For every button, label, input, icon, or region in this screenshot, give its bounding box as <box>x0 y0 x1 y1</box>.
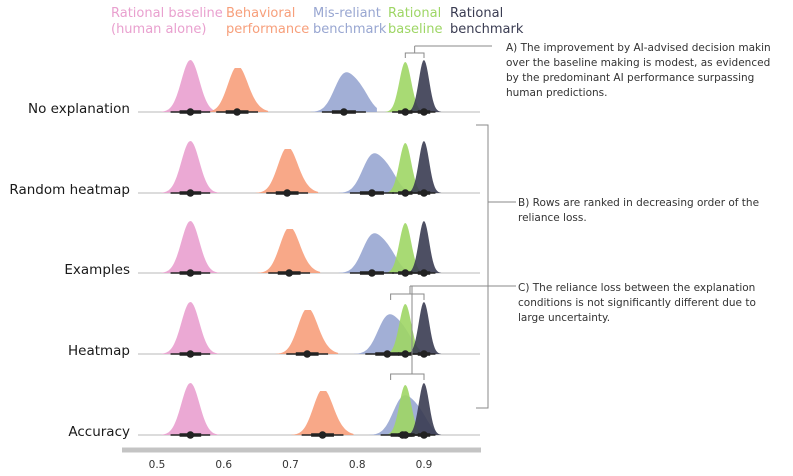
median-rational_human <box>186 189 195 197</box>
legend-misreliant-line1: Mis-reliant <box>313 6 381 21</box>
median-rational_human <box>186 350 195 358</box>
median-rational_human <box>186 108 195 116</box>
legend-rational_baseline-line1: Rational <box>388 6 441 21</box>
density-rational_benchmark <box>406 60 442 112</box>
median-behavioral <box>303 350 311 358</box>
legend-rational_benchmark-line1: Rational <box>450 6 503 21</box>
median-behavioral <box>285 269 293 277</box>
median-misreliant <box>340 108 348 116</box>
median-behavioral <box>318 431 327 439</box>
density-rational_human <box>160 141 221 193</box>
density-rational_benchmark <box>406 302 442 354</box>
density-rational_human <box>160 302 221 354</box>
legend-rational_baseline-line2: baseline <box>388 22 442 37</box>
median-rational_benchmark <box>420 189 428 197</box>
median-rational_baseline <box>401 350 410 358</box>
legend-rational_human-line1: Rational baseline <box>111 6 223 21</box>
median-rational_human <box>186 269 195 277</box>
annotation-b-line2: reliance loss. <box>518 212 587 224</box>
median-behavioral <box>283 189 291 197</box>
density-rational_human <box>160 383 221 435</box>
density-rational_benchmark <box>406 141 442 193</box>
median-rational_baseline <box>401 189 410 197</box>
ridges <box>138 60 480 439</box>
x-tick-label: 0.6 <box>215 459 232 471</box>
legend-rational_benchmark-line2: benchmark <box>450 22 524 37</box>
bracket-a <box>404 52 425 58</box>
median-rational_baseline <box>401 431 410 439</box>
density-behavioral <box>275 310 339 354</box>
bracket-c-accuracy <box>390 373 425 380</box>
legend-behavioral-line2: performance <box>226 22 309 37</box>
median-rational_benchmark <box>420 350 428 358</box>
median-rational_human <box>186 431 195 439</box>
median-misreliant <box>383 350 392 358</box>
density-rational_human <box>160 60 221 112</box>
x-tick-label: 0.8 <box>349 459 366 471</box>
x-tick-label: 0.5 <box>149 459 166 471</box>
density-misreliant <box>338 233 405 273</box>
legend-behavioral-line1: Behavioral <box>226 6 295 21</box>
legend-rational_human-line2: (human alone) <box>111 22 206 37</box>
annotation-a-line3: by the predominant AI performance surpas… <box>506 72 754 84</box>
legend-misreliant-line2: benchmark <box>313 22 387 37</box>
density-rational_benchmark <box>406 383 442 435</box>
row-label: Heatmap <box>68 343 130 359</box>
median-behavioral <box>233 108 241 116</box>
row-labels: No explanation Random heatmap Examples Heat… <box>9 101 130 440</box>
x-tick-label: 0.9 <box>416 459 433 471</box>
density-behavioral <box>291 391 354 435</box>
density-behavioral <box>205 68 269 112</box>
legend: Rational baseline(human alone)Behavioral… <box>111 6 524 37</box>
median-rational_baseline <box>401 108 410 116</box>
density-behavioral <box>255 149 319 193</box>
annotation-c-line3: large uncertainty. <box>518 312 610 324</box>
annotation-c-line2: conditions is not significantly differen… <box>518 297 756 309</box>
row-label: Accuracy <box>68 424 130 440</box>
density-misreliant <box>310 72 377 112</box>
annotation-c-line1: C) The reliance loss between the explana… <box>518 282 755 294</box>
row-label: Examples <box>64 262 130 278</box>
bracket-b <box>476 124 489 409</box>
row-label: Random heatmap <box>9 182 130 198</box>
density-misreliant <box>338 153 405 193</box>
median-rational_benchmark <box>420 431 428 439</box>
median-rational_benchmark <box>420 269 428 277</box>
x-tick-label: 0.7 <box>282 459 299 471</box>
annotations: A) The improvement by AI-advised decisio… <box>390 42 771 409</box>
bracket-c-heatmap <box>390 293 425 300</box>
median-rational_benchmark <box>420 108 428 116</box>
median-misreliant <box>368 189 376 197</box>
density-behavioral <box>257 229 321 273</box>
x-axis: 0.5 0.6 0.7 0.8 0.9 <box>122 447 481 471</box>
annotation-a-line4: human predictions. <box>506 87 607 99</box>
row-label: No explanation <box>28 101 130 117</box>
density-rational_benchmark <box>406 221 442 273</box>
density-rational_human <box>160 221 221 273</box>
median-rational_baseline <box>401 269 410 277</box>
annotation-a-line2: over the baseline making is modest, as e… <box>506 57 770 69</box>
median-misreliant <box>368 269 376 277</box>
annotation-a-line1: A) The improvement by AI-advised decisio… <box>506 42 771 54</box>
annotation-b-line1: B) Rows are ranked in decreasing order o… <box>518 197 759 209</box>
